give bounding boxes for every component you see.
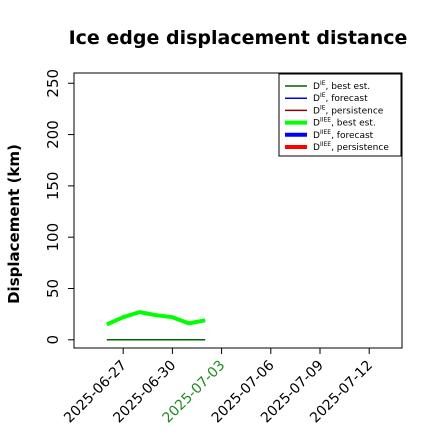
legend-label: DIIEE, forecast xyxy=(313,129,374,141)
y-tick-label: 150 xyxy=(44,172,62,201)
y-tick-label: 100 xyxy=(44,223,62,252)
y-ticks: 0 50 100 150 200 250 xyxy=(44,69,74,345)
y-axis-label: Displacement (km) xyxy=(5,144,23,304)
plot-series xyxy=(105,310,206,341)
legend-label: DIE, forecast xyxy=(313,92,368,104)
y-tick-label: 0 xyxy=(44,335,62,345)
y-tick-label: 250 xyxy=(44,69,62,98)
legend-box xyxy=(278,73,402,157)
legend-label: DIIEE, best est. xyxy=(313,117,376,129)
plot-frame xyxy=(73,72,403,349)
y-tick-label: 50 xyxy=(44,279,62,298)
chart-title: Ice edge displacement distance xyxy=(69,27,408,49)
x-ticks: 2025-06-272025-06-302025-07-032025-07-06… xyxy=(61,348,376,426)
legend-label: DIIEE, persistence xyxy=(313,141,389,153)
legend-label: DIE, best est. xyxy=(313,80,370,92)
y-tick-label: 200 xyxy=(44,120,62,149)
legend-label: DIE, persistence xyxy=(313,104,384,116)
series-line xyxy=(105,310,206,327)
